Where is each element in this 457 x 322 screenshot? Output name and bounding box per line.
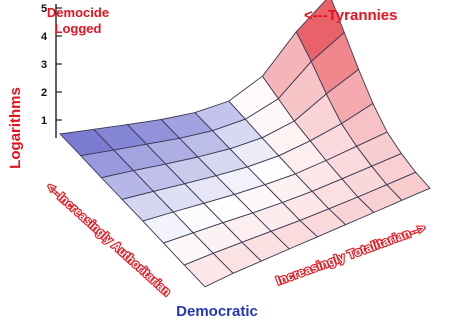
z-tick-label: 1 xyxy=(41,115,47,127)
z-tick-label: 2 xyxy=(41,87,47,99)
z-tick-label: 5 xyxy=(41,3,47,15)
surface-mesh xyxy=(59,0,431,288)
z-tick-label: 3 xyxy=(41,59,47,71)
z-axis-label: Logarithms xyxy=(7,87,24,169)
z-axis: 1 2 3 4 5 xyxy=(41,3,62,138)
surface-cell xyxy=(386,171,431,201)
z-tick-label: 4 xyxy=(41,31,48,43)
chart-title-line2: Logged xyxy=(55,21,102,36)
annotation-democratic: Democratic xyxy=(176,303,258,320)
annotation-tyrannies: <---Tyrannies xyxy=(304,7,398,24)
chart-title-line1: Democide xyxy=(47,5,109,20)
